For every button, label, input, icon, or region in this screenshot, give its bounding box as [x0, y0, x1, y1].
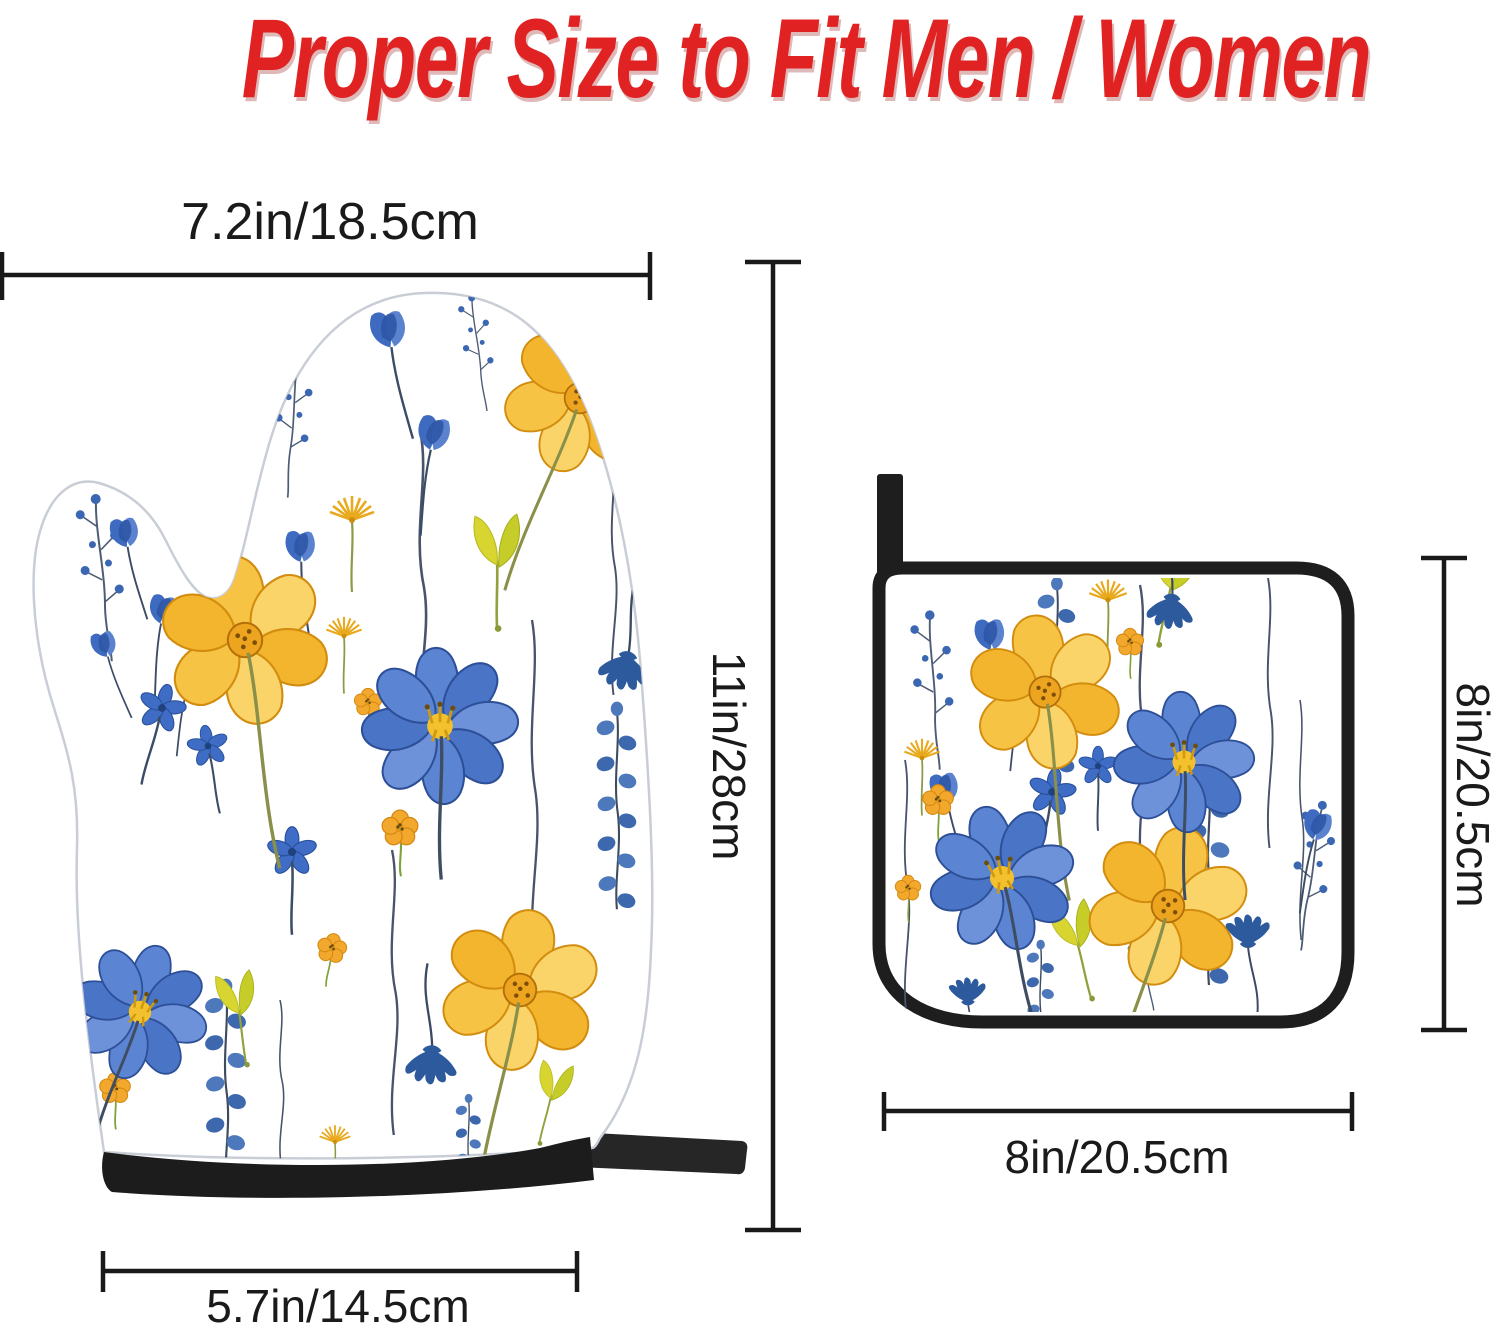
pot-holder-hang-tab [877, 474, 903, 574]
oven-mitt-loop [575, 1132, 748, 1175]
oven-mitt-cuff-trim [102, 1137, 594, 1198]
mitt-cuff-width-label: 5.7in/14.5cm [206, 1280, 470, 1328]
pot-holder [872, 474, 1355, 1029]
mitt-height-dimension-line [745, 259, 801, 1233]
mitt-width-label: 7.2in/18.5cm [181, 193, 479, 251]
page-title-text: Proper Size to Fit Men / Women [241, 0, 1372, 121]
potholder-width-dimension-line [881, 1092, 1355, 1131]
oven-mitt [32, 291, 748, 1198]
potholder-width-label: 8in/20.5cm [1004, 1131, 1230, 1183]
mitt-height-label: 11in/28cm [703, 651, 755, 861]
potholder-height-label: 8in/20.5cm [1447, 682, 1499, 908]
mitt-cuff-width-dimension-line [100, 1251, 580, 1292]
mitt-width-dimension-line [0, 252, 653, 300]
page-title: Proper Size to Fit Men / Women [0, 0, 1500, 124]
dimension-annotations [0, 252, 1467, 1292]
potholder-height-dimension-line [1421, 555, 1467, 1033]
